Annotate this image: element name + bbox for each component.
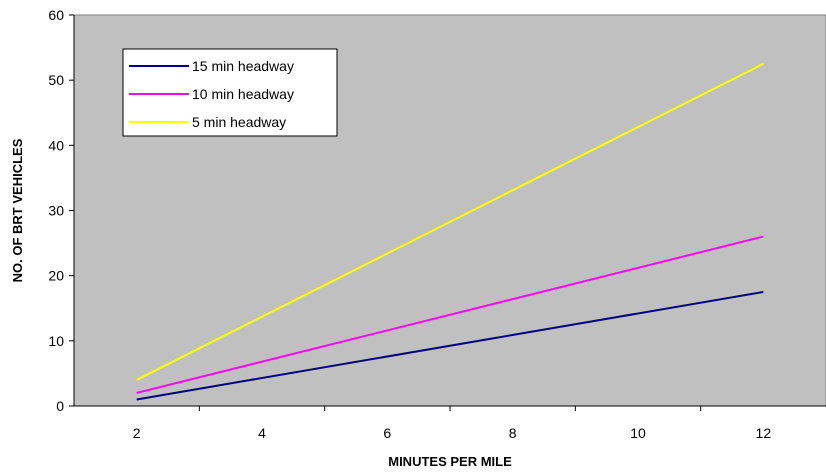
y-tick-label: 0 [56, 398, 64, 414]
x-tick-label: 6 [383, 425, 391, 441]
y-tick-label: 30 [48, 203, 64, 219]
x-tick-label: 8 [509, 425, 517, 441]
y-axis-title: NO. OF BRT VEHICLES [10, 138, 25, 282]
x-tick-label: 2 [133, 425, 141, 441]
legend: 15 min headway 10 min headway 5 min headwa… [122, 48, 338, 137]
series-line [136, 235, 764, 394]
y-tick-label: 10 [48, 333, 64, 349]
series-line [136, 290, 764, 401]
x-tick-label: 12 [756, 425, 772, 441]
series-line [136, 62, 764, 381]
y-ticks: 0 10 20 30 40 50 60 [48, 7, 74, 414]
x-ticks: 2 4 6 8 10 12 [133, 406, 772, 441]
y-tick-label: 60 [48, 7, 64, 23]
y-tick-label: 20 [48, 268, 64, 284]
x-tick-label: 4 [258, 425, 266, 441]
series-lines [136, 62, 764, 401]
legend-label: 15 min headway [192, 58, 294, 74]
x-tick-label: 10 [630, 425, 646, 441]
x-axis-title: MINUTES PER MILE [388, 454, 512, 469]
y-tick-label: 50 [48, 72, 64, 88]
legend-label: 5 min headway [192, 114, 286, 130]
y-tick-label: 40 [48, 137, 64, 153]
legend-label: 10 min headway [192, 86, 294, 102]
